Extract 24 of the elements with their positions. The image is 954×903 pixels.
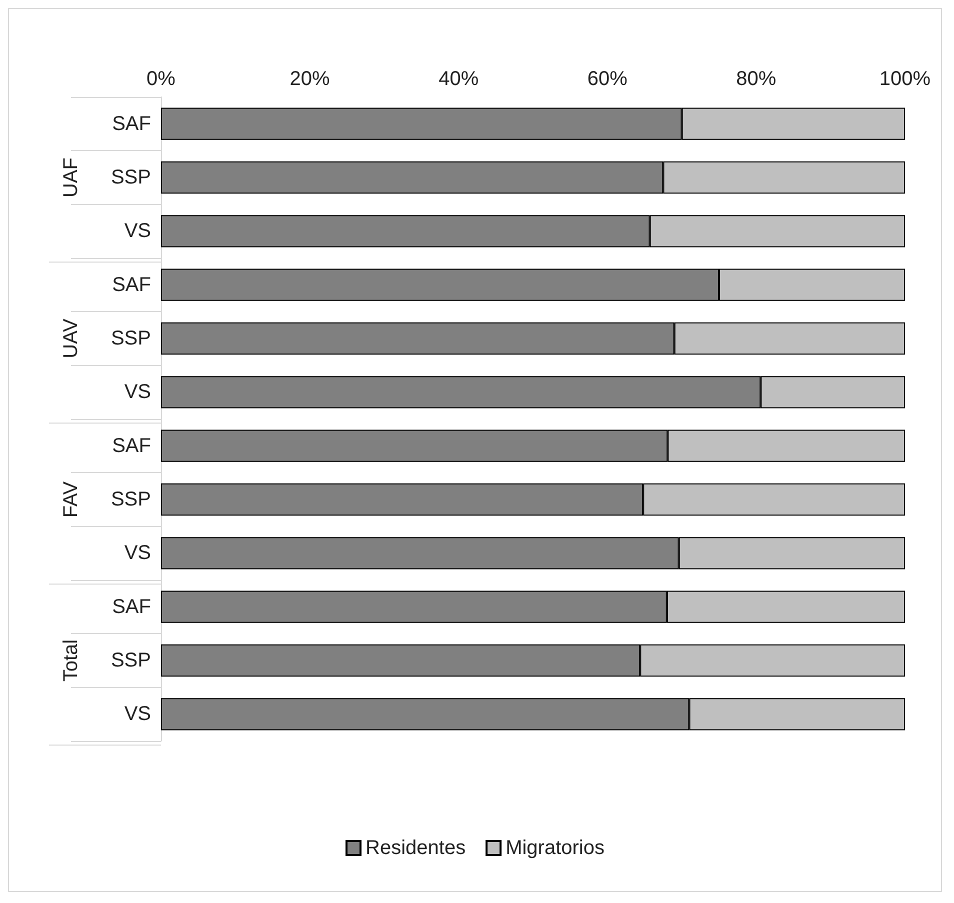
y-tick-label: SSP [110,166,151,188]
y-tick-label: SAF [112,434,151,457]
x-tick-label: 40% [438,68,479,90]
legend-label: Migratorios [506,837,604,859]
y-tick-label: SAF [112,596,151,618]
y-tick-label: VS [124,381,151,404]
x-tick-label: 80% [736,68,776,90]
legend-label: Residentes [366,837,466,859]
y-tick-label: VS [124,703,151,726]
x-tick-label: 60% [587,68,628,90]
text: UAF [60,158,82,198]
text: FAV [60,480,82,518]
text: Total [60,639,82,682]
y-tick-label: VS [124,220,151,242]
x-tick-label: 100% [879,68,931,90]
y-tick-label: VS [124,542,151,564]
y-tick-label: SSP [110,650,151,672]
y-tick-label: SSP [110,328,151,350]
y-tick-label: SAF [112,112,151,135]
x-tick-label: 20% [290,68,330,90]
y-tick-label: SSP [110,488,151,510]
text: UAV [60,318,82,358]
x-tick-label: 0% [146,68,176,90]
y-tick-label: SAF [112,274,151,296]
